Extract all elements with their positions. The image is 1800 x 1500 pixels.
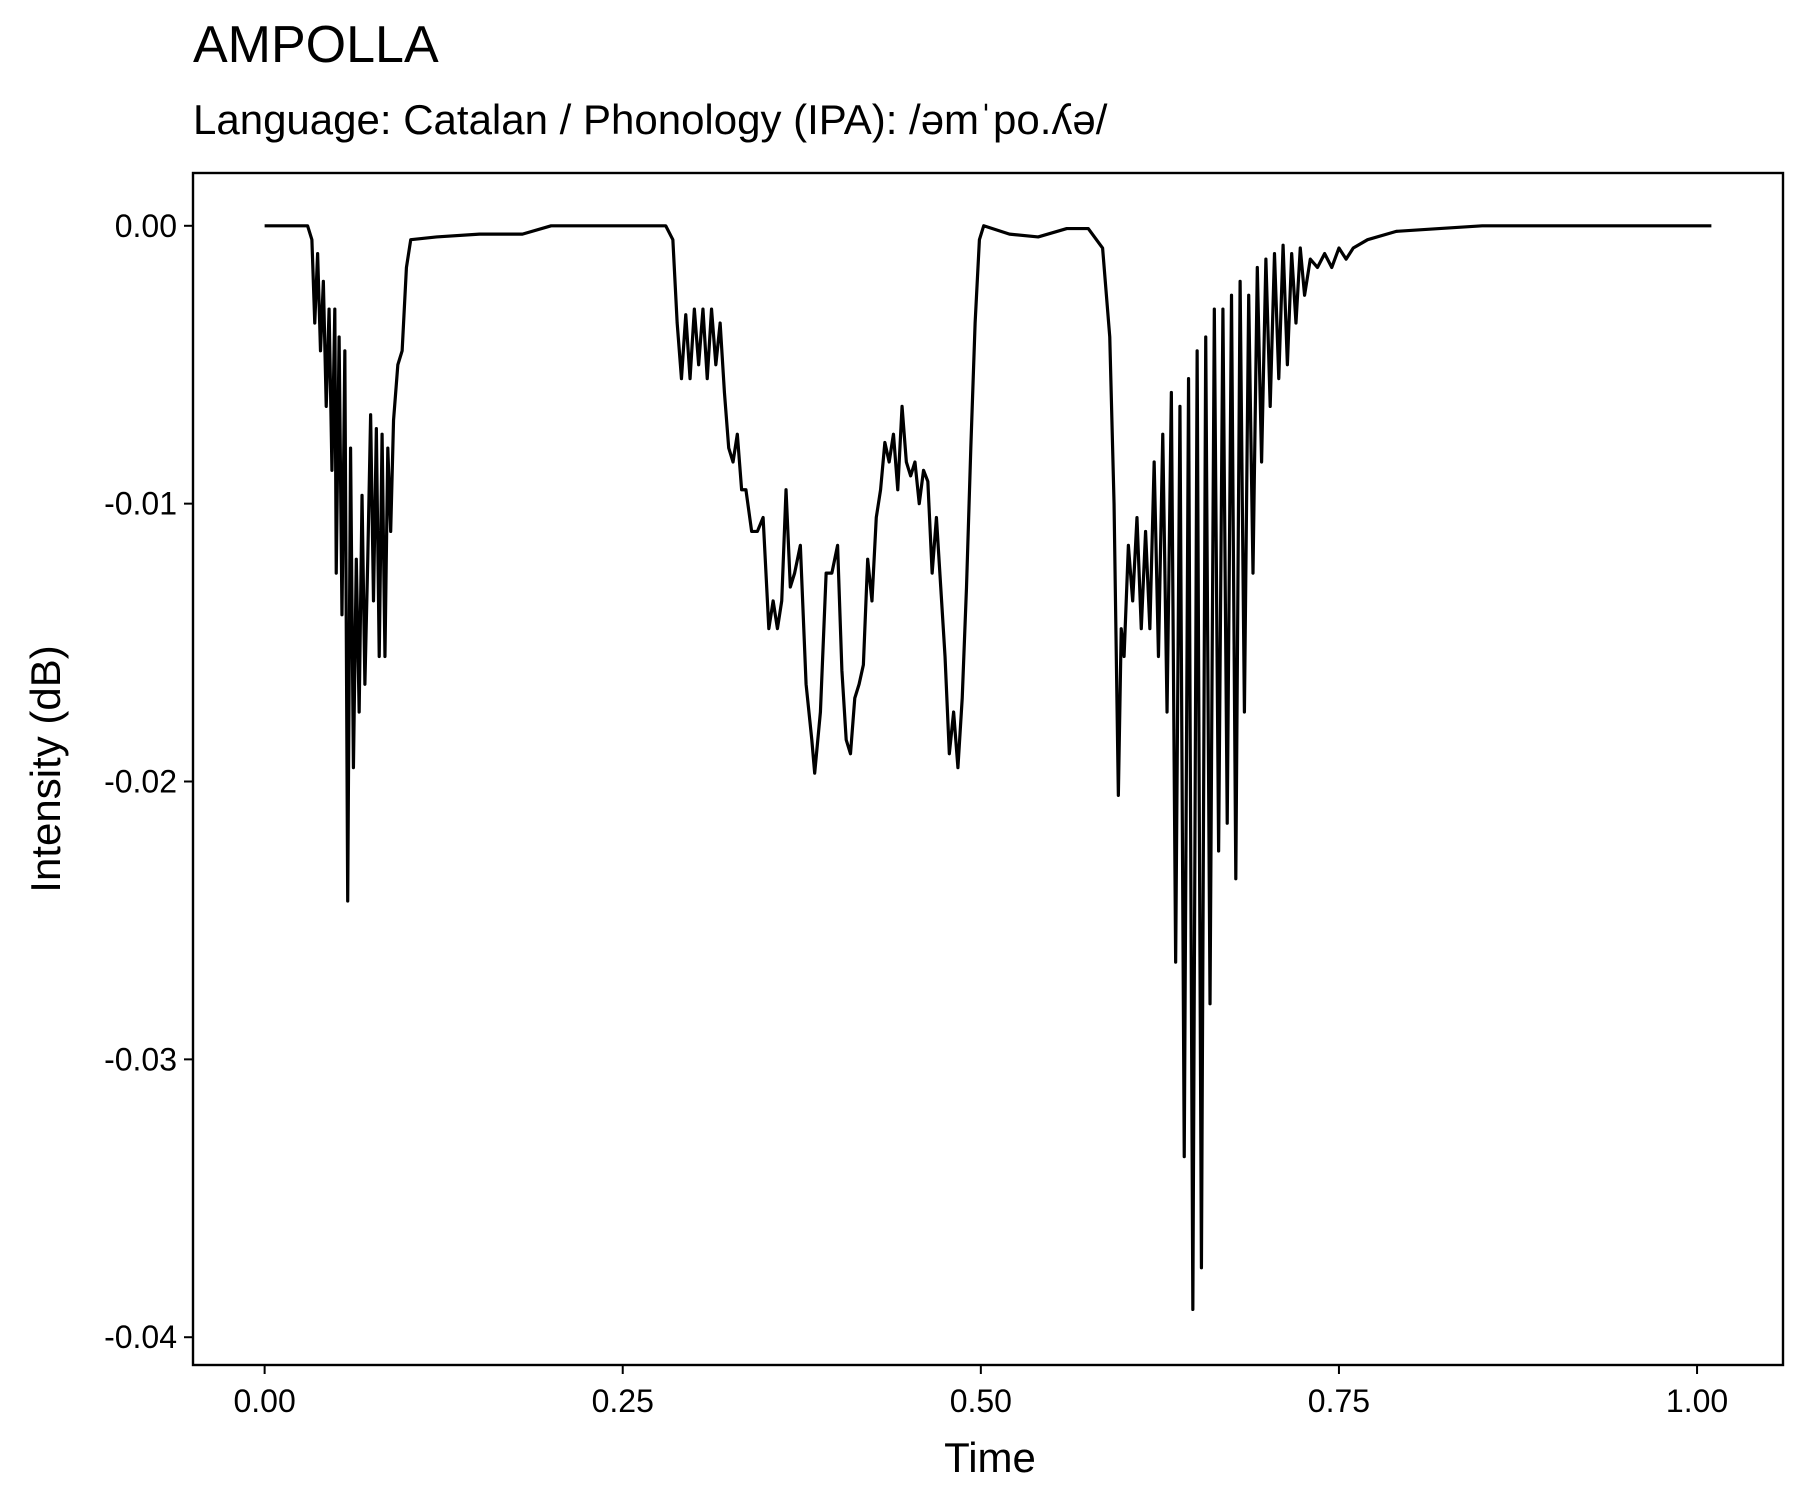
y-tick-label: -0.02: [104, 764, 177, 800]
chart-subtitle: Language: Catalan / Phonology (IPA): /əm…: [193, 96, 1108, 143]
y-tick-label: -0.03: [104, 1041, 177, 1077]
x-axis-title: Time: [944, 1434, 1036, 1481]
x-tick-label: 1.00: [1666, 1383, 1728, 1419]
line-series: [264, 224, 1712, 1312]
x-tick-label: 0.00: [233, 1383, 295, 1419]
y-tick-label: -0.01: [104, 486, 177, 522]
chart-title: AMPOLLA: [193, 16, 439, 74]
plot-border: [191, 171, 1785, 1367]
y-tick-label: -0.04: [104, 1319, 177, 1355]
x-tick-label: 0.75: [1308, 1383, 1370, 1419]
x-tick-label: 0.50: [950, 1383, 1012, 1419]
y-tick-label: 0.00: [115, 208, 177, 244]
y-axis-title: Intensity (dB): [22, 645, 69, 892]
x-tick-label: 0.25: [592, 1383, 654, 1419]
